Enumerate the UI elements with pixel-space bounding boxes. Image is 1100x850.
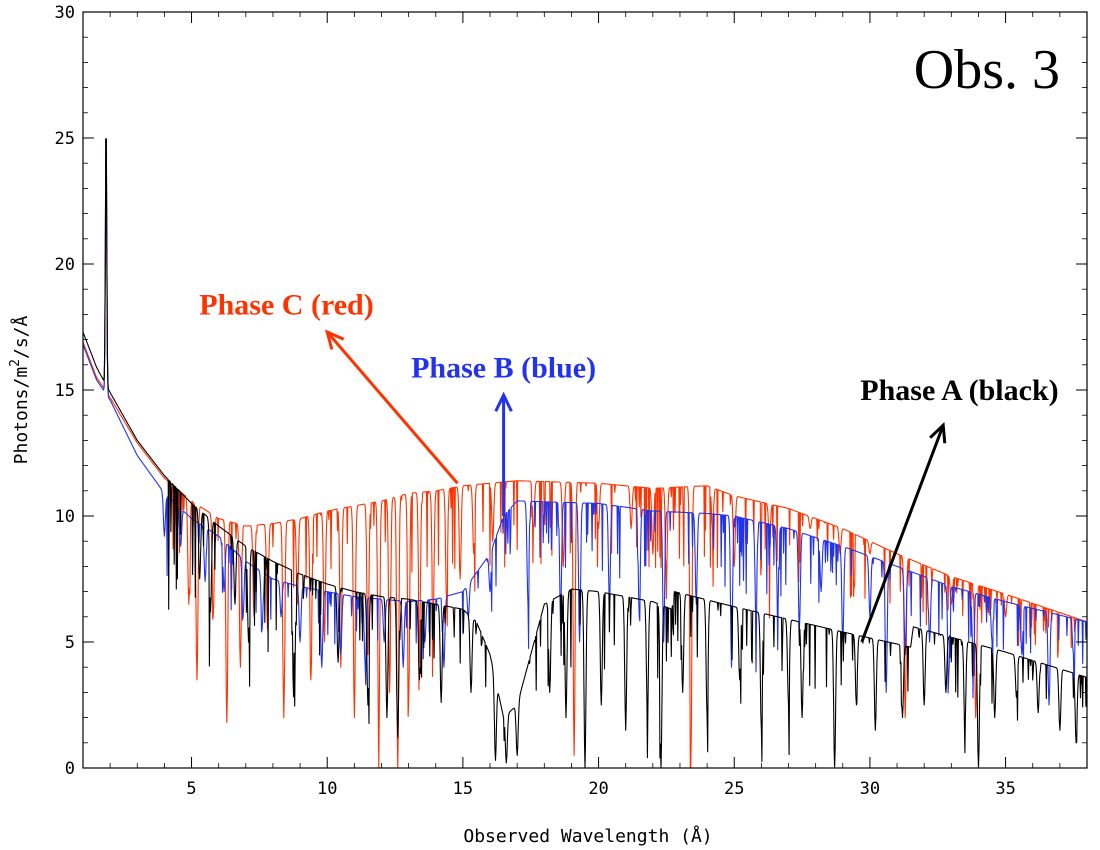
y-axis-title-prefix: Photons/m [11, 367, 32, 465]
y-tick-label: 30 [55, 3, 75, 23]
x-tick-label: 10 [317, 779, 337, 799]
series-line-phase-b-blue [83, 138, 1087, 706]
x-tick-label: 35 [995, 779, 1015, 799]
series-layer [83, 138, 1087, 768]
annotation-arrow-line [860, 424, 945, 643]
series-line-phase-c-red [83, 138, 1087, 768]
x-tick-label: 25 [724, 779, 744, 799]
label-phase-a: Phase A (black) [860, 374, 1058, 407]
annotation-arrows [324, 329, 947, 643]
label-phase-c: Phase C (red) [199, 288, 373, 321]
annotation-arrowhead [324, 329, 345, 350]
y-tick-label: 0 [65, 759, 75, 779]
x-tick-label: 20 [588, 779, 608, 799]
x-tick-label: 15 [453, 779, 473, 799]
panel-title: Obs. 3 [914, 39, 1060, 101]
x-axis-title: Observed Wavelength (Å) [463, 825, 712, 847]
y-tick-label: 25 [55, 129, 75, 149]
y-axis-title-sup: 2 [8, 359, 23, 367]
y-tick-label: 10 [55, 507, 75, 527]
y-tick-label: 20 [55, 255, 75, 275]
x-tick-label: 5 [186, 779, 196, 799]
y-tick-label: 5 [65, 633, 75, 653]
series-line-phase-a-black [83, 138, 1087, 768]
y-axis-title-suffix: /s/Å [10, 315, 32, 359]
y-tick-label: 15 [55, 381, 75, 401]
axis-ticks: 5 10 15 20 25 30 35 0 5 10 15 20 25 30 [55, 3, 1088, 799]
x-tick-label: 30 [860, 779, 880, 799]
annotation-arrowhead [494, 391, 513, 412]
annotation-arrowhead [929, 422, 947, 444]
annotation-arrow-line [326, 331, 459, 485]
label-phase-b: Phase B (blue) [411, 351, 596, 384]
y-axis-title: Photons/m2/s/Å [8, 315, 32, 464]
